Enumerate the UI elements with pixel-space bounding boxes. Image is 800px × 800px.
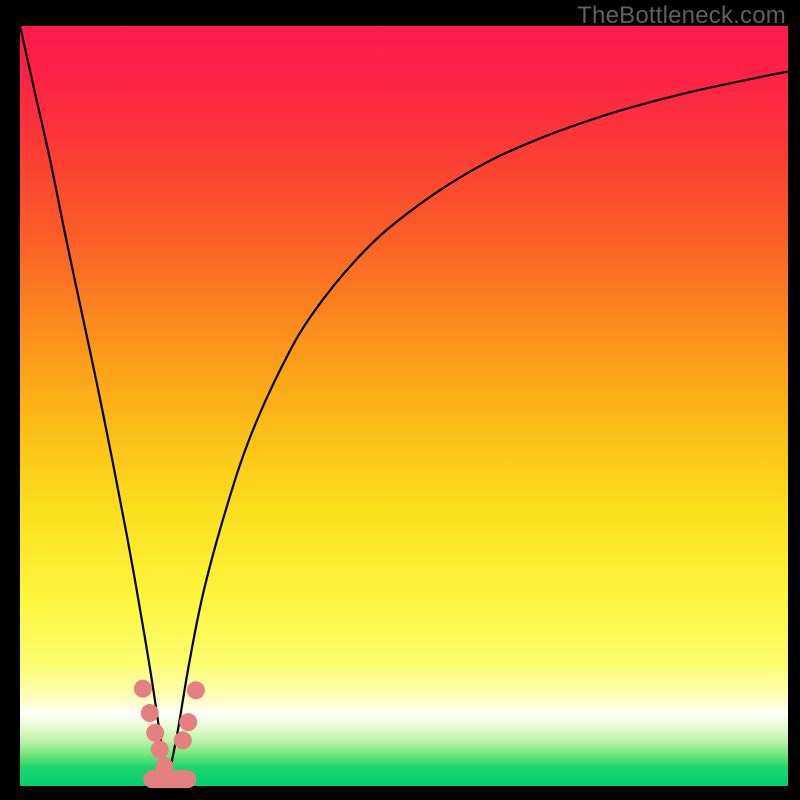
marker-point: [155, 757, 173, 775]
marker-point: [187, 681, 205, 699]
marker-point: [146, 724, 164, 742]
chart-container: TheBottleneck.com: [0, 0, 800, 800]
watermark-text: TheBottleneck.com: [577, 2, 786, 30]
plot-gradient-background: [20, 26, 788, 786]
marker-point: [141, 704, 159, 722]
marker-point: [174, 731, 192, 749]
marker-point: [179, 713, 197, 731]
marker-point: [151, 741, 169, 759]
marker-point: [134, 680, 152, 698]
bottleneck-chart: [0, 0, 800, 800]
